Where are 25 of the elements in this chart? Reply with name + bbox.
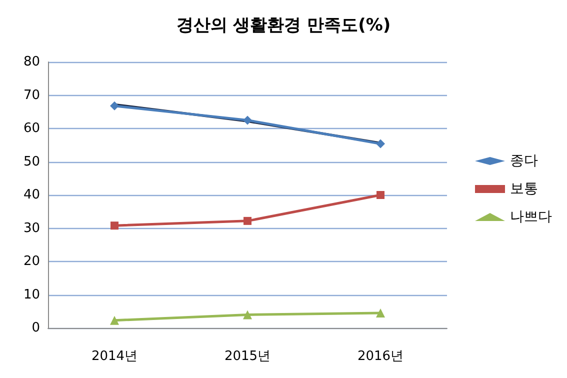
y-tick-label: 60	[23, 121, 40, 136]
y-tick-label: 50	[23, 154, 40, 170]
y-tick-label: 80	[23, 54, 40, 70]
x-tick-label: 2014년	[91, 349, 138, 364]
x-tick-label: 2016년	[357, 349, 404, 364]
y-tick-label: 70	[23, 88, 40, 103]
legend-label: 종다	[510, 153, 538, 169]
point	[110, 316, 119, 325]
point	[110, 222, 118, 230]
point	[243, 116, 252, 125]
point	[244, 216, 252, 225]
y-tick-label: 30	[23, 220, 40, 236]
y-tick-label: 0	[32, 320, 40, 336]
point	[243, 310, 252, 320]
point	[376, 139, 385, 148]
y-tick-label: 20	[23, 254, 40, 269]
chart-title: 경산의 생활환경 만족도(%)	[176, 16, 391, 36]
legend-label: 보통	[510, 181, 538, 197]
point	[376, 191, 384, 199]
y-tick-label: 10	[23, 287, 40, 302]
point	[376, 308, 385, 318]
legend-label: 나쁘다	[510, 209, 552, 225]
x-tick-label: 2015년	[224, 349, 271, 364]
y-tick-label: 40	[23, 188, 40, 202]
point	[110, 101, 119, 110]
